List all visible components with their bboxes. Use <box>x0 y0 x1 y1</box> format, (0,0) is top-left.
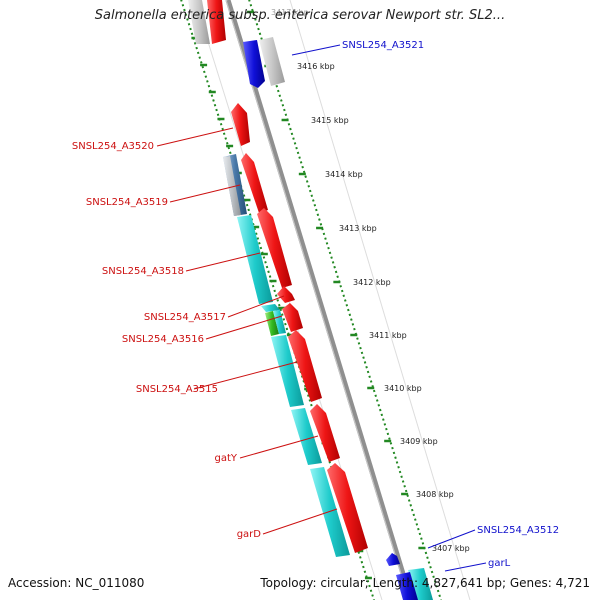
gene-label-a3518[interactable]: SNSL254_A3518 <box>102 266 184 277</box>
gene-label-garL[interactable]: garL <box>488 558 511 569</box>
gene-arrow-a3516[interactable] <box>282 303 303 332</box>
match-segment-bottom <box>408 568 433 600</box>
gene-label-a3519[interactable]: SNSL254_A3519 <box>86 197 168 208</box>
forward-genes <box>207 0 368 553</box>
gene-label-gatY[interactable]: gatY <box>214 453 237 464</box>
tick-label-3417: 3417 kbp <box>271 8 309 17</box>
match-segment-a3518 <box>237 215 273 304</box>
accession-label: Accession: NC_011080 <box>8 576 145 590</box>
strip-border-right <box>289 0 471 600</box>
tick-label-3408: 3408 kbp <box>416 490 454 499</box>
tick-label-3413: 3413 kbp <box>339 224 377 233</box>
tick-label-3407: 3407 kbp <box>432 544 470 553</box>
gene-arrow-a3512[interactable] <box>386 553 400 566</box>
tick-label-3415: 3415 kbp <box>311 116 349 125</box>
genome-backbone-highlight <box>225 0 410 600</box>
gene-arrow-a3519[interactable] <box>241 153 268 213</box>
match-segment-garD <box>310 467 350 557</box>
genome-backbone <box>225 0 414 600</box>
gene-arrow-garD[interactable] <box>327 463 368 553</box>
tick-label-3411: 3411 kbp <box>369 331 407 340</box>
topology-label: Topology: circular; Length: 4,827,641 bp… <box>260 576 590 590</box>
gene-arrow-a3517[interactable] <box>277 286 295 303</box>
gene-arrow-garL[interactable] <box>396 572 418 600</box>
gene-label-a3517[interactable]: SNSL254_A3517 <box>144 312 226 323</box>
tick-label-3414: 3414 kbp <box>325 170 363 179</box>
gene-label-a3515[interactable]: SNSL254_A3515 <box>136 384 218 395</box>
map-title: Salmonella enterica subsp. enterica sero… <box>94 8 506 23</box>
tick-label-3412: 3412 kbp <box>353 278 391 287</box>
kbp-tick-marks <box>247 10 426 550</box>
match-segment-a3519-grey <box>223 156 241 216</box>
gene-label-a3516[interactable]: SNSL254_A3516 <box>122 334 204 345</box>
match-segment-a3516-green <box>265 311 279 336</box>
gene-arrow-a3521-grey[interactable] <box>259 37 285 86</box>
gene-arrow-a3520[interactable] <box>231 103 250 146</box>
tick-label-3409: 3409 kbp <box>400 437 438 446</box>
reverse-genes <box>243 37 418 600</box>
gene-label-a3521[interactable]: SNSL254_A3521 <box>342 40 424 51</box>
gene-arrow-a3518[interactable] <box>257 208 292 288</box>
match-segment-a3516 <box>273 310 286 334</box>
gene-label-a3512[interactable]: SNSL254_A3512 <box>477 525 559 536</box>
gene-label-a3520[interactable]: SNSL254_A3520 <box>72 141 154 152</box>
match-segment-a3515 <box>271 335 304 407</box>
label-leaders <box>156 44 487 572</box>
tick-label-3416: 3416 kbp <box>297 62 335 71</box>
match-segment-a3517 <box>261 304 280 312</box>
gene-arrow-gatY[interactable] <box>310 404 340 462</box>
outer-ring-dotted-line <box>248 0 442 600</box>
gene-label-garD[interactable]: garD <box>237 529 262 540</box>
match-track <box>188 0 433 600</box>
match-segment-top <box>188 0 210 44</box>
match-segment-gatY <box>291 408 322 465</box>
gene-arrow-a3521[interactable] <box>243 40 265 88</box>
gene-arrow-a3515[interactable] <box>288 330 322 402</box>
gene-arrow-top-red[interactable] <box>207 0 226 44</box>
tick-label-3410: 3410 kbp <box>384 384 422 393</box>
